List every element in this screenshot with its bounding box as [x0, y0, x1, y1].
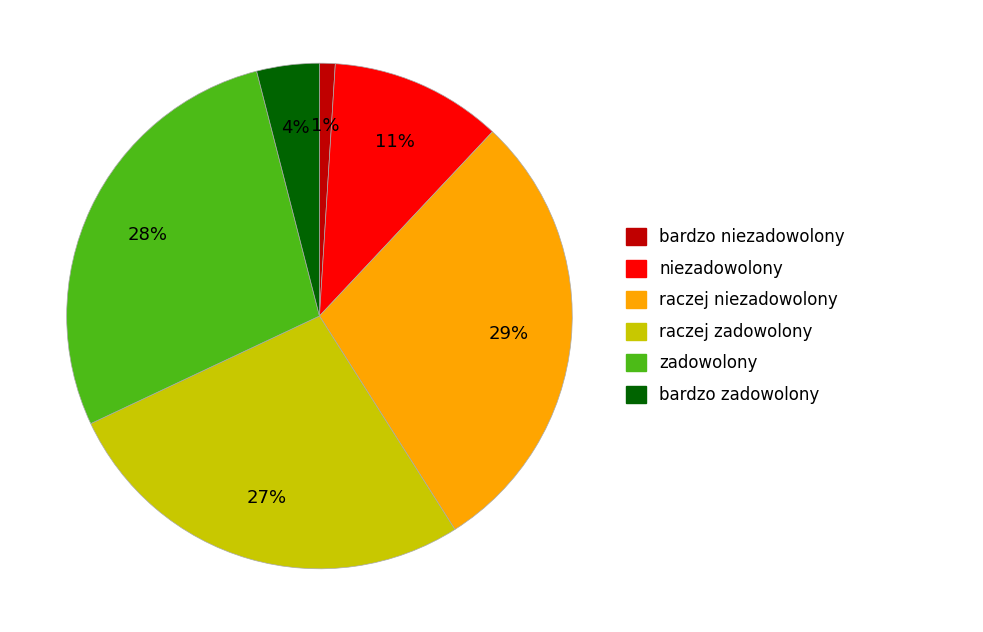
- Wedge shape: [67, 71, 319, 423]
- Wedge shape: [257, 63, 319, 316]
- Text: 1%: 1%: [312, 118, 340, 135]
- Wedge shape: [319, 131, 572, 530]
- Wedge shape: [319, 63, 335, 316]
- Text: 29%: 29%: [489, 325, 528, 343]
- Legend: bardzo niezadowolony, niezadowolony, raczej niezadowolony, raczej zadowolony, za: bardzo niezadowolony, niezadowolony, rac…: [617, 220, 853, 412]
- Text: 4%: 4%: [281, 119, 310, 137]
- Text: 28%: 28%: [128, 226, 168, 245]
- Text: 27%: 27%: [247, 489, 287, 507]
- Text: 11%: 11%: [375, 133, 415, 151]
- Wedge shape: [319, 64, 492, 316]
- Wedge shape: [90, 316, 455, 569]
